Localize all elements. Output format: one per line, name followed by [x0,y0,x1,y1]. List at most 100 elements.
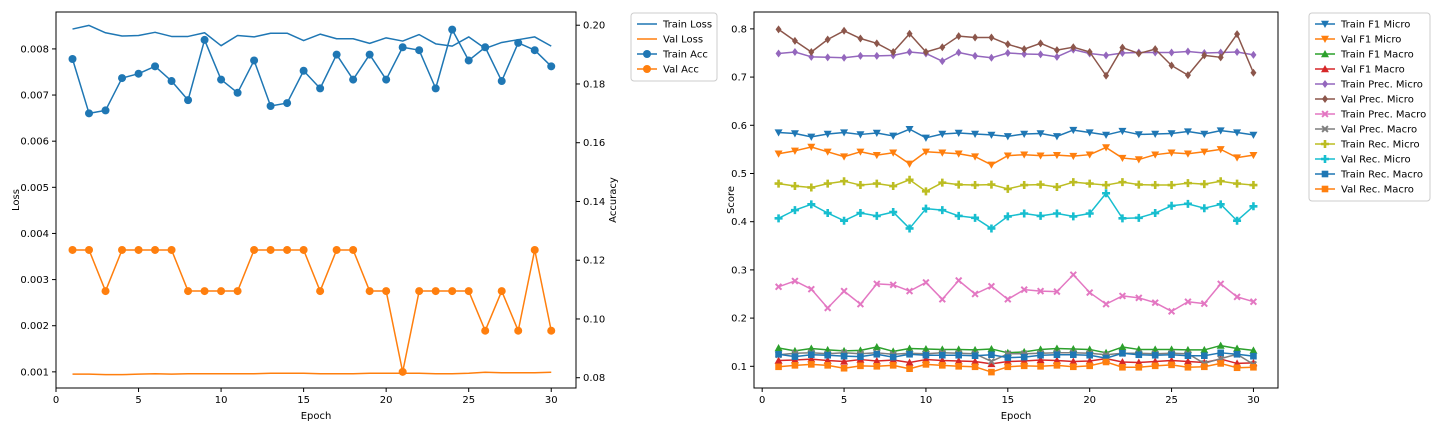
val-acc-point [365,287,374,296]
val-f1-macro-point [1134,358,1143,366]
x-tick-label: 10 [215,395,228,406]
val-f1-micro-point [1151,151,1160,159]
train-prec-macro-point [856,300,865,308]
val-rec-micro-point [1085,209,1094,218]
val-acc-point [250,245,259,254]
val-acc-point [415,287,424,296]
train-prec-macro-point [922,278,930,287]
val-prec-micro-point [1021,45,1028,54]
train-prec-micro-point [1250,50,1257,59]
train-f1-micro-point [856,131,865,139]
train-prec-micro-point [972,51,979,60]
legend-item-train-loss: Train Loss [637,20,712,31]
train-acc-point [68,55,77,63]
train-prec-macro-point [955,276,963,285]
train-rec-micro-point [987,180,996,189]
series-val-prec-micro [775,25,1257,80]
val-acc-point [530,245,539,254]
y-tick-label: 0.3 [731,265,747,276]
train-rec-micro-point [1118,178,1127,187]
val-prec-micro-point [1217,53,1224,62]
y2-tick-label: 0.16 [583,138,605,149]
y-tick-label: 0.006 [20,137,49,148]
x-tick-label: 25 [1165,395,1178,406]
train-rec-macro-point [1250,352,1257,360]
train-prec-micro-point [1168,48,1175,57]
val-acc-point [167,245,176,254]
val-rec-macro-point [1217,360,1224,367]
train-rec-micro-point [807,183,816,192]
train-f1-macro-line [778,344,1254,354]
val-f1-macro-point [872,357,881,365]
series-val-rec-micro [774,189,1258,233]
train-acc-line [71,28,552,115]
series-val-rec-macro [775,358,1257,376]
val-rec-macro-point [873,363,881,370]
train-prec-macro-point [1151,299,1159,307]
x-tick-label: 20 [380,395,393,406]
val-rec-micro-point [921,204,930,213]
y-tick-label: 0.6 [731,121,747,132]
x-tick-label: 30 [545,395,558,406]
val-prec-micro-point [857,34,864,43]
val-rec-micro-point [1216,200,1225,209]
train-prec-micro-point [808,52,815,61]
legend: Train F1 Micro Val F1 Micro Train F1 Macro… [1308,12,1431,202]
train-rec-macro-point [1004,354,1012,361]
train-f1-micro-point [1151,130,1160,138]
val-f1-micro-point [807,143,816,151]
y2-axis-label: Accuracy [608,177,619,223]
train-prec-micro-point [873,51,880,60]
legend-swatch-marker [643,65,651,73]
val-rec-micro-point [774,214,783,223]
x-tick-label: 15 [297,395,310,406]
val-f1-micro-point [840,153,849,161]
train-acc-point [481,43,490,52]
val-rec-micro-point [1167,201,1176,210]
y2-axis-ticks: 0.08 0.10 0.12 0.14 0.16 0.18 0.20 [576,21,605,384]
train-acc-point [266,102,275,110]
train-rec-micro-point [1167,181,1176,190]
train-rec-macro-point [1119,349,1126,357]
x-tick-label: 30 [1247,395,1260,406]
series-val-acc [68,245,556,376]
val-rec-macro-point [1151,362,1159,370]
train-f1-micro-point [1134,131,1143,139]
train-acc-point [415,46,424,55]
legend-item-val-prec-macro: Val Prec. Macro [1315,125,1417,136]
train-rec-macro-point [1102,354,1110,362]
train-acc-point [101,106,110,115]
train-acc-point [497,77,506,86]
loss-accuracy-chart: 0 5 10 15 20 25 30 0.0010.0020.0030.0040.0050.… [11,11,718,422]
val-rec-micro-point [1134,213,1143,222]
val-rec-macro-point [922,361,930,368]
train-rec-macro-point [1168,351,1175,359]
val-rec-macro-point [1119,363,1126,371]
legend-label: Val Prec. Macro [1341,125,1417,136]
train-f1-micro-point [1249,131,1258,139]
train-f1-micro-point [1216,127,1225,135]
val-f1-micro-point [1200,148,1209,156]
y-tick-label: 0.003 [20,275,49,286]
train-rec-macro-point [857,353,864,360]
train-rec-micro-point [1183,179,1192,188]
y-tick-label: 0.1 [731,362,747,373]
legend-item-train-rec-macro: Train Rec. Macro [1315,170,1423,181]
legend-item-train-prec-macro: Train Prec. Macro [1315,110,1426,121]
val-acc-point [349,245,358,254]
train-f1-macro-point [1216,341,1225,349]
val-acc-point [464,287,473,296]
train-prec-macro-point [1249,298,1258,306]
val-rec-macro-point [1184,363,1192,371]
legend-label: Train Acc [662,50,708,61]
val-rec-macro-point [1020,362,1028,370]
x-tick-label: 5 [135,395,141,406]
train-f1-micro-point [905,125,914,134]
legend-swatch-marker [1322,80,1328,88]
train-rec-macro-point [775,350,782,358]
val-f1-micro-point [1036,152,1045,160]
train-prec-macro-point [1233,293,1241,301]
legend-label: Train Rec. Macro [1340,170,1423,181]
legend-label: Val Prec. Micro [1341,95,1414,106]
train-f1-macro-point [905,344,914,352]
